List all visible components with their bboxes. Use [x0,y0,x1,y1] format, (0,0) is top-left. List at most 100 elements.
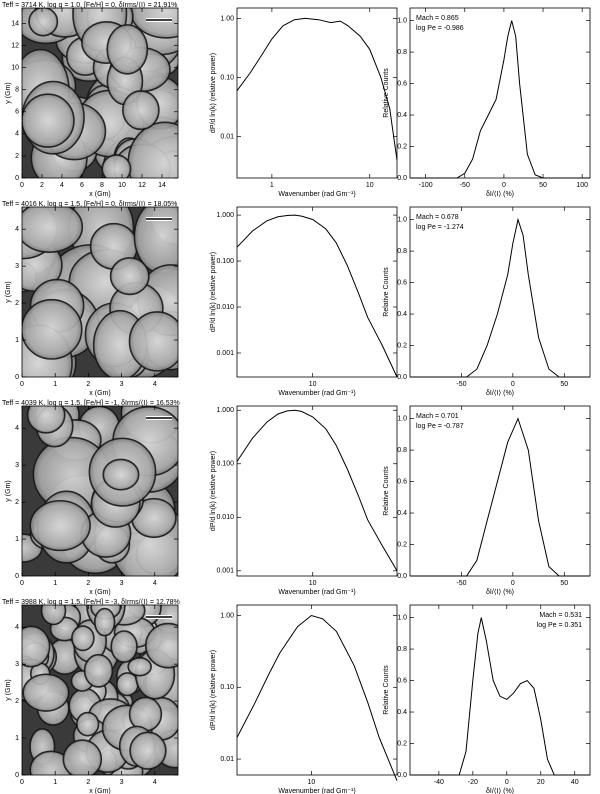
x-tick-label: 50 [560,580,568,587]
x-tick-label: 4 [60,182,64,189]
y-axis-label: Relative Counts [383,267,390,317]
granule [71,625,95,652]
panel: 10 0.001 0.010 0.100 1.000 Wavenumber (rad Gm… [210,206,398,397]
y-axis-label: y (Gm) [5,281,12,302]
plot-frame [21,604,179,776]
y-tick-label: 0.0 [397,175,407,182]
x-tick-label: 100 [576,182,588,189]
x-tick-label: 14 [158,182,166,189]
x-tick-label: 0 [511,381,515,388]
plot-frame [409,206,591,378]
y-tick-label: 2 [15,698,19,705]
x-tick-label: 0 [502,182,506,189]
granule [26,406,66,434]
granule [109,257,150,296]
x-tick-label: 0 [20,381,24,388]
x-tick-label: 40 [571,779,579,786]
granule [122,90,160,131]
panel: Teff = 3714 K, log g = 1.0, [Fe/H] = 0, … [2,1,179,198]
x-tick-label: 10 [309,580,317,587]
x-tick-label: 20 [537,779,545,786]
y-tick-label: 4 [15,624,19,631]
y-axis-label: dP/d ln(k) (relative power) [210,252,217,332]
data-line [236,17,398,161]
annotation: log Pe = 0.351 [537,622,582,629]
x-tick-label: 50 [560,381,568,388]
x-axis-label: Wavenumber (rad Gm⁻¹) [278,788,355,794]
y-tick-label: 0 [15,772,19,779]
annotation: log Pe = -0.986 [416,25,464,32]
y-tick-label: 0.2 [397,541,407,548]
x-tick-label: 1 [270,182,274,189]
panel: Teff = 4016 K, log g = 1.5, [Fe/H] = 0, … [2,200,179,397]
y-axis-label: y (Gm) [5,82,12,103]
y-tick-label: 0.4 [397,311,407,318]
y-tick-label: 0.4 [397,510,407,517]
x-tick-label: 3 [120,381,124,388]
data-line [410,217,590,378]
x-tick-label: 12 [138,182,146,189]
y-tick-label: 0.8 [397,447,407,454]
granule [22,625,51,668]
y-tick-label: 1.000 [216,407,234,414]
y-tick-label: 0.8 [397,49,407,56]
y-tick-label: 1 [15,536,19,543]
x-axis-label: x (Gm) [89,788,110,794]
x-tick-label: 50 [539,182,547,189]
y-tick-label: 0.6 [397,478,407,485]
x-tick-label: -40 [434,779,444,786]
y-tick-label: 1 [15,337,19,344]
x-tick-label: 4 [153,381,157,388]
granule [83,653,114,688]
y-tick-label: 0.100 [216,258,234,265]
y-tick-label: 0.6 [397,279,407,286]
x-axis-label: Wavenumber (rad Gm⁻¹) [278,191,355,198]
y-tick-label: 0.6 [397,677,407,684]
x-tick-label: 0 [511,580,515,587]
y-tick-label: 1.0 [397,17,407,24]
granule [22,298,83,360]
y-tick-label: 0.010 [216,304,234,311]
plot-frame [236,604,398,776]
x-tick-label: 10 [366,182,374,189]
data-line [410,617,590,776]
y-tick-label: 2 [15,300,19,307]
panel-title: Teff = 3714 K, log g = 1.0, [Fe/H] = 0, … [2,1,177,9]
y-tick-label: 12 [11,42,19,49]
x-tick-label: 10 [309,381,317,388]
y-tick-label: 8 [15,87,19,94]
granule [128,311,178,372]
y-tick-label: 4 [15,425,19,432]
y-tick-label: 0.10 [220,74,234,81]
panel: -100 -50 0 50 100 0.0 0.2 0.4 0.6 0.8 1.0 δI/⟨I⟩ (%… [383,7,591,198]
x-tick-label: 0 [20,580,24,587]
granulation-image [22,605,178,775]
plot-frame [409,604,591,776]
y-tick-label: 1.00 [220,612,234,619]
y-axis-label: dP/d ln(k) (relative power) [210,650,217,730]
x-tick-label: 10 [307,779,315,786]
y-tick-label: 0.2 [397,143,407,150]
x-tick-label: 1 [53,381,57,388]
y-axis-label: y (Gm) [5,679,12,700]
granule [115,672,139,697]
x-tick-label: 2 [86,381,90,388]
x-axis-label: x (Gm) [89,390,110,397]
x-tick-label: 2 [40,182,44,189]
x-axis-label: Wavenumber (rad Gm⁻¹) [278,589,355,596]
granulation-image [22,406,178,576]
y-tick-label: 0.0 [397,573,407,580]
panel: -50 0 50 0.0 0.2 0.4 0.6 0.8 1.0 δI/⟨I⟩ (%) Relati… [383,405,591,596]
x-tick-label: 4 [153,779,157,786]
granule [144,622,178,669]
granule [127,657,152,677]
y-tick-label: 6 [15,109,19,116]
granule [62,739,103,775]
y-axis-label: Relative Counts [383,68,390,118]
y-tick-label: 0.001 [216,568,234,575]
granule [106,24,149,75]
granule [40,605,67,626]
data-line [236,214,398,378]
y-axis-label: dP/d ln(k) (relative power) [210,451,217,531]
